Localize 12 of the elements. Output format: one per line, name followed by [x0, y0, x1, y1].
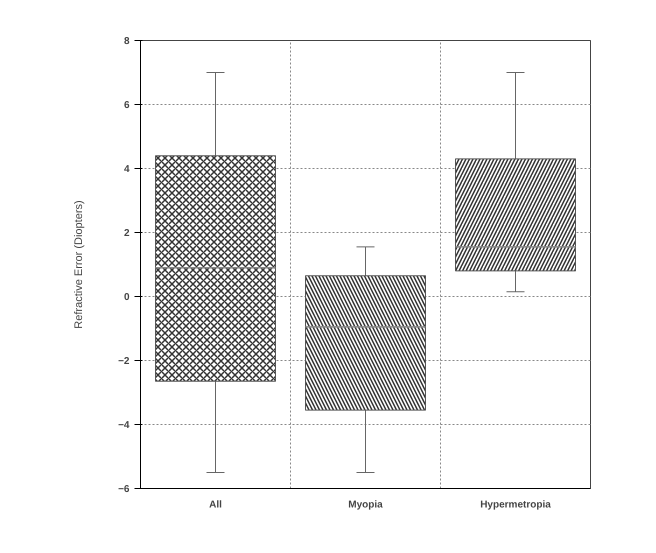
y-tick-label: −6 [118, 484, 130, 495]
y-tick-label: 0 [124, 292, 130, 303]
y-axis-title: Refractive Error (Diopters) [73, 200, 86, 329]
y-tick-label: 2 [124, 228, 130, 239]
x-tick-label: All [209, 500, 222, 510]
y-tick-label: 8 [124, 36, 130, 47]
y-tick-label: 6 [124, 100, 130, 111]
y-tick-label: −4 [118, 420, 130, 431]
x-tick-label: Hypermetropia [480, 500, 552, 510]
x-tick-label: Myopia [348, 500, 384, 510]
y-tick-label: −2 [118, 356, 130, 367]
y-tick-label: 4 [124, 164, 130, 175]
